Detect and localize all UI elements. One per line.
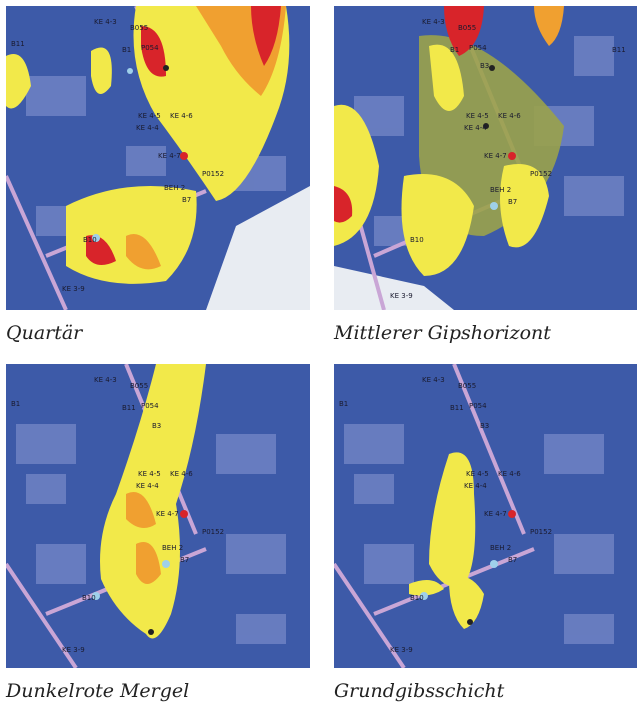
- map-label: B7: [508, 198, 517, 206]
- map-label: B11: [612, 46, 626, 54]
- map-dunkelrote-mergel: KE 4-3 B055 B1 P054 B11 B3 KE 4-5 KE 4-6…: [6, 364, 310, 668]
- map-label: P0152: [530, 528, 552, 536]
- map-label: KE 3-9: [62, 285, 85, 293]
- map-label: KE 4-6: [498, 112, 521, 120]
- map-label: KE 4-7: [484, 152, 507, 160]
- map-panel-grundgibsschicht: KE 4-3 B055 B1 P054 B11 B3 KE 4-5 KE 4-6…: [334, 364, 637, 668]
- map-label: P054: [469, 402, 487, 410]
- map-label: B055: [458, 382, 476, 390]
- map-label: KE 4-5: [138, 470, 161, 478]
- map-label: P054: [141, 44, 159, 52]
- map-label: P0152: [202, 170, 224, 178]
- map-label: KE 4-5: [466, 470, 489, 478]
- map-label: P054: [141, 402, 159, 410]
- map-label: KE 4-4: [464, 124, 487, 132]
- map-panel-mittlerer-gipshorizont: KE 4-3 B055 B11 P054 B1 B3 KE 4-5 KE 4-6…: [334, 6, 637, 310]
- map-label: KE 3-9: [62, 646, 85, 654]
- map-label: KE 4-6: [170, 112, 193, 120]
- map-label: KE 4-3: [94, 18, 117, 26]
- map-label: KE 4-5: [138, 112, 161, 120]
- map-label: KE 4-7: [158, 152, 181, 160]
- map-label: B11: [122, 404, 136, 412]
- map-label: B1: [11, 400, 20, 408]
- map-label: BEH 2: [164, 184, 185, 192]
- map-label: KE 3-9: [390, 646, 413, 654]
- map-label: B055: [458, 24, 476, 32]
- map-label: KE 4-4: [136, 482, 159, 490]
- map-label: KE 4-5: [466, 112, 489, 120]
- map-label: KE 4-4: [136, 124, 159, 132]
- map-label: B11: [450, 404, 464, 412]
- map-label: P054: [469, 44, 487, 52]
- map-label: B3: [480, 62, 489, 70]
- map-quartaer: KE 4-3 B055 B11 P054 B1 KE 4-5 KE 4-4 KE…: [6, 6, 310, 310]
- map-label: B10: [82, 594, 96, 602]
- map-grundgibsschicht: KE 4-3 B055 B1 P054 B11 B3 KE 4-5 KE 4-6…: [334, 364, 637, 668]
- map-label: B7: [182, 196, 191, 204]
- caption-quartaer: Quartär: [6, 322, 83, 344]
- map-label: BEH 2: [490, 544, 511, 552]
- map-label: B7: [180, 556, 189, 564]
- map-label: KE 4-3: [422, 376, 445, 384]
- map-label: B10: [83, 236, 97, 244]
- map-label: P0152: [202, 528, 224, 536]
- map-label: B3: [480, 422, 489, 430]
- map-label: B10: [410, 594, 424, 602]
- caption-dunkelrote-mergel: Dunkelrote Mergel: [6, 680, 190, 702]
- map-label: B10: [410, 236, 424, 244]
- map-label: B1: [339, 400, 348, 408]
- map-label: KE 3-9: [390, 292, 413, 300]
- map-label: B3: [152, 422, 161, 430]
- map-label: B055: [130, 382, 148, 390]
- map-mittlerer-gipshorizont: KE 4-3 B055 B11 P054 B1 B3 KE 4-5 KE 4-6…: [334, 6, 637, 310]
- map-label: KE 4-6: [498, 470, 521, 478]
- map-label: B055: [130, 24, 148, 32]
- caption-grundgibsschicht: Grundgibsschicht: [334, 680, 505, 702]
- map-label: B1: [450, 46, 459, 54]
- map-label: KE 4-3: [422, 18, 445, 26]
- map-label: P0152: [530, 170, 552, 178]
- map-label: KE 4-7: [484, 510, 507, 518]
- map-label: KE 4-4: [464, 482, 487, 490]
- caption-mittlerer-gipshorizont: Mittlerer Gipshorizont: [334, 322, 551, 344]
- map-label: KE 4-6: [170, 470, 193, 478]
- map-label: BEH 2: [490, 186, 511, 194]
- map-label: BEH 2: [162, 544, 183, 552]
- map-label: B1: [122, 46, 131, 54]
- map-label: B7: [508, 556, 517, 564]
- map-panel-quartaer: KE 4-3 B055 B11 P054 B1 KE 4-5 KE 4-4 KE…: [6, 6, 310, 310]
- map-label: KE 4-7: [156, 510, 179, 518]
- map-label: KE 4-3: [94, 376, 117, 384]
- map-panel-dunkelrote-mergel: KE 4-3 B055 B1 P054 B11 B3 KE 4-5 KE 4-6…: [6, 364, 310, 668]
- map-label: B11: [11, 40, 25, 48]
